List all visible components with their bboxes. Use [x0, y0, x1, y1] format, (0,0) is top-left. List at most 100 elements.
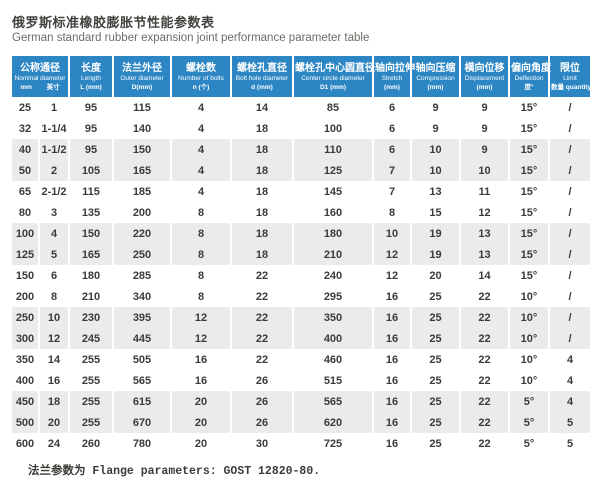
table-cell: 150	[12, 265, 38, 286]
table-cell: 9	[461, 97, 508, 118]
table-cell: 180	[70, 265, 112, 286]
table-cell: 5°	[510, 391, 548, 412]
table-cell: 240	[294, 265, 372, 286]
table-cell: 19	[412, 244, 459, 265]
table-cell: /	[550, 160, 590, 181]
table-cell: 445	[114, 328, 170, 349]
table-cell: 26	[232, 412, 292, 433]
table-cell: 230	[70, 307, 112, 328]
column-header-zh: 偏向角度	[511, 63, 551, 74]
table-cell: 15°	[510, 97, 548, 118]
table-row: 40 1-1/2 95 150 4 18 110 6 10 9 15° /	[12, 139, 590, 160]
table-cell: 20	[172, 433, 230, 454]
table-cell: 18	[232, 202, 292, 223]
table-cell: 16	[172, 349, 230, 370]
column-header-5: 螺栓孔直径 Bolt hole diameter d (mm)	[232, 56, 292, 97]
table-cell: 25	[412, 412, 459, 433]
table-row: 200 8 210 340 8 22 295 16 25 22 10° /	[12, 286, 590, 307]
table-cell: 210	[294, 244, 372, 265]
table-cell: 30	[232, 433, 292, 454]
table-cell: 22	[461, 370, 508, 391]
column-header-11: 限位 Limit 数量 quantity	[550, 56, 591, 97]
table-cell: 8	[374, 202, 410, 223]
table-cell: 20	[412, 265, 459, 286]
column-header-zh: 轴向压缩	[415, 63, 456, 74]
table-row: 25 1 95 115 4 14 85 6 9 9 15° /	[12, 97, 590, 118]
table-cell: 7	[374, 160, 410, 181]
column-header-unit: (mm)	[384, 84, 400, 91]
column-header-en: Center circle diameter	[301, 75, 365, 82]
column-header-unit: mm 英寸	[20, 84, 60, 91]
table-row: 100 4 150 220 8 18 180 10 19 13 15° /	[12, 223, 590, 244]
column-header-zh: 轴向拉伸	[375, 63, 415, 74]
table-cell: /	[550, 139, 590, 160]
table-cell: 15°	[510, 202, 548, 223]
column-header-6: 螺栓孔中心圆直径 Center circle diameter D1 (mm)	[294, 56, 375, 97]
table-cell: 250	[12, 307, 38, 328]
page-title: 俄罗斯标准橡胶膨胀节性能参数表	[12, 15, 215, 30]
table-cell: 140	[114, 118, 170, 139]
column-header-en: Bolt hole diameter	[235, 75, 289, 82]
table-cell: 25	[412, 433, 459, 454]
table-cell: 7	[374, 181, 410, 202]
table-cell: 8	[172, 265, 230, 286]
table-cell: 245	[70, 328, 112, 349]
table-cell: 10	[412, 139, 459, 160]
table-cell: 9	[412, 97, 459, 118]
table-cell: 285	[114, 265, 170, 286]
table-cell: 11	[461, 181, 508, 202]
table-cell: 16	[40, 370, 68, 391]
table-cell: 4	[550, 349, 590, 370]
table-cell: 18	[232, 160, 292, 181]
table-cell: 95	[70, 118, 112, 139]
column-header-en: Number of bolts	[178, 75, 224, 82]
table-cell: /	[550, 97, 590, 118]
table-cell: 10	[461, 160, 508, 181]
table-cell: 16	[374, 412, 410, 433]
table-cell: 95	[70, 139, 112, 160]
table-cell: 180	[294, 223, 372, 244]
table-cell: 105	[70, 160, 112, 181]
table-cell: 40	[12, 139, 38, 160]
table-cell: 8	[172, 223, 230, 244]
column-header-unit: L (mm)	[80, 84, 102, 91]
table-cell: 4	[550, 370, 590, 391]
table-cell: 25	[412, 286, 459, 307]
table-cell: 12	[172, 307, 230, 328]
column-header-unit: n (个)	[192, 84, 210, 91]
table-cell: 10°	[510, 307, 548, 328]
column-header-zh: 法兰外径	[122, 63, 162, 74]
table-cell: 115	[114, 97, 170, 118]
table-cell: 15°	[510, 160, 548, 181]
column-header-unit: D(mm)	[131, 84, 153, 91]
table-cell: 200	[12, 286, 38, 307]
column-header-zh: 横向位移	[464, 63, 505, 74]
table-cell: 9	[412, 118, 459, 139]
table-cell: 16	[374, 349, 410, 370]
table-cell: 20	[172, 391, 230, 412]
table-cell: 100	[294, 118, 372, 139]
column-header-en: Length	[81, 75, 101, 82]
table-cell: 22	[232, 307, 292, 328]
table-cell: 20	[40, 412, 68, 433]
table-cell: 255	[70, 370, 112, 391]
table-cell: 13	[461, 244, 508, 265]
table-cell: 295	[294, 286, 372, 307]
table-cell: 22	[232, 328, 292, 349]
table-cell: 600	[12, 433, 38, 454]
table-cell: 25	[12, 97, 38, 118]
table-cell: 22	[232, 286, 292, 307]
table-cell: 18	[232, 244, 292, 265]
column-header-unit: D1 (mm)	[319, 84, 346, 91]
table-row: 65 2-1/2 115 185 4 18 145 7 13 11 15° /	[12, 181, 590, 202]
table-cell: 15°	[510, 139, 548, 160]
table-cell: 2	[40, 160, 68, 181]
table-cell: 400	[12, 370, 38, 391]
table-row: 400 16 255 565 16 26 515 16 25 22 10° 4	[12, 370, 590, 391]
table-cell: 22	[461, 391, 508, 412]
table-cell: 6	[374, 97, 410, 118]
table-cell: 14	[40, 349, 68, 370]
table-cell: 8	[172, 202, 230, 223]
table-cell: 1	[40, 97, 68, 118]
table-cell: 1-1/4	[40, 118, 68, 139]
